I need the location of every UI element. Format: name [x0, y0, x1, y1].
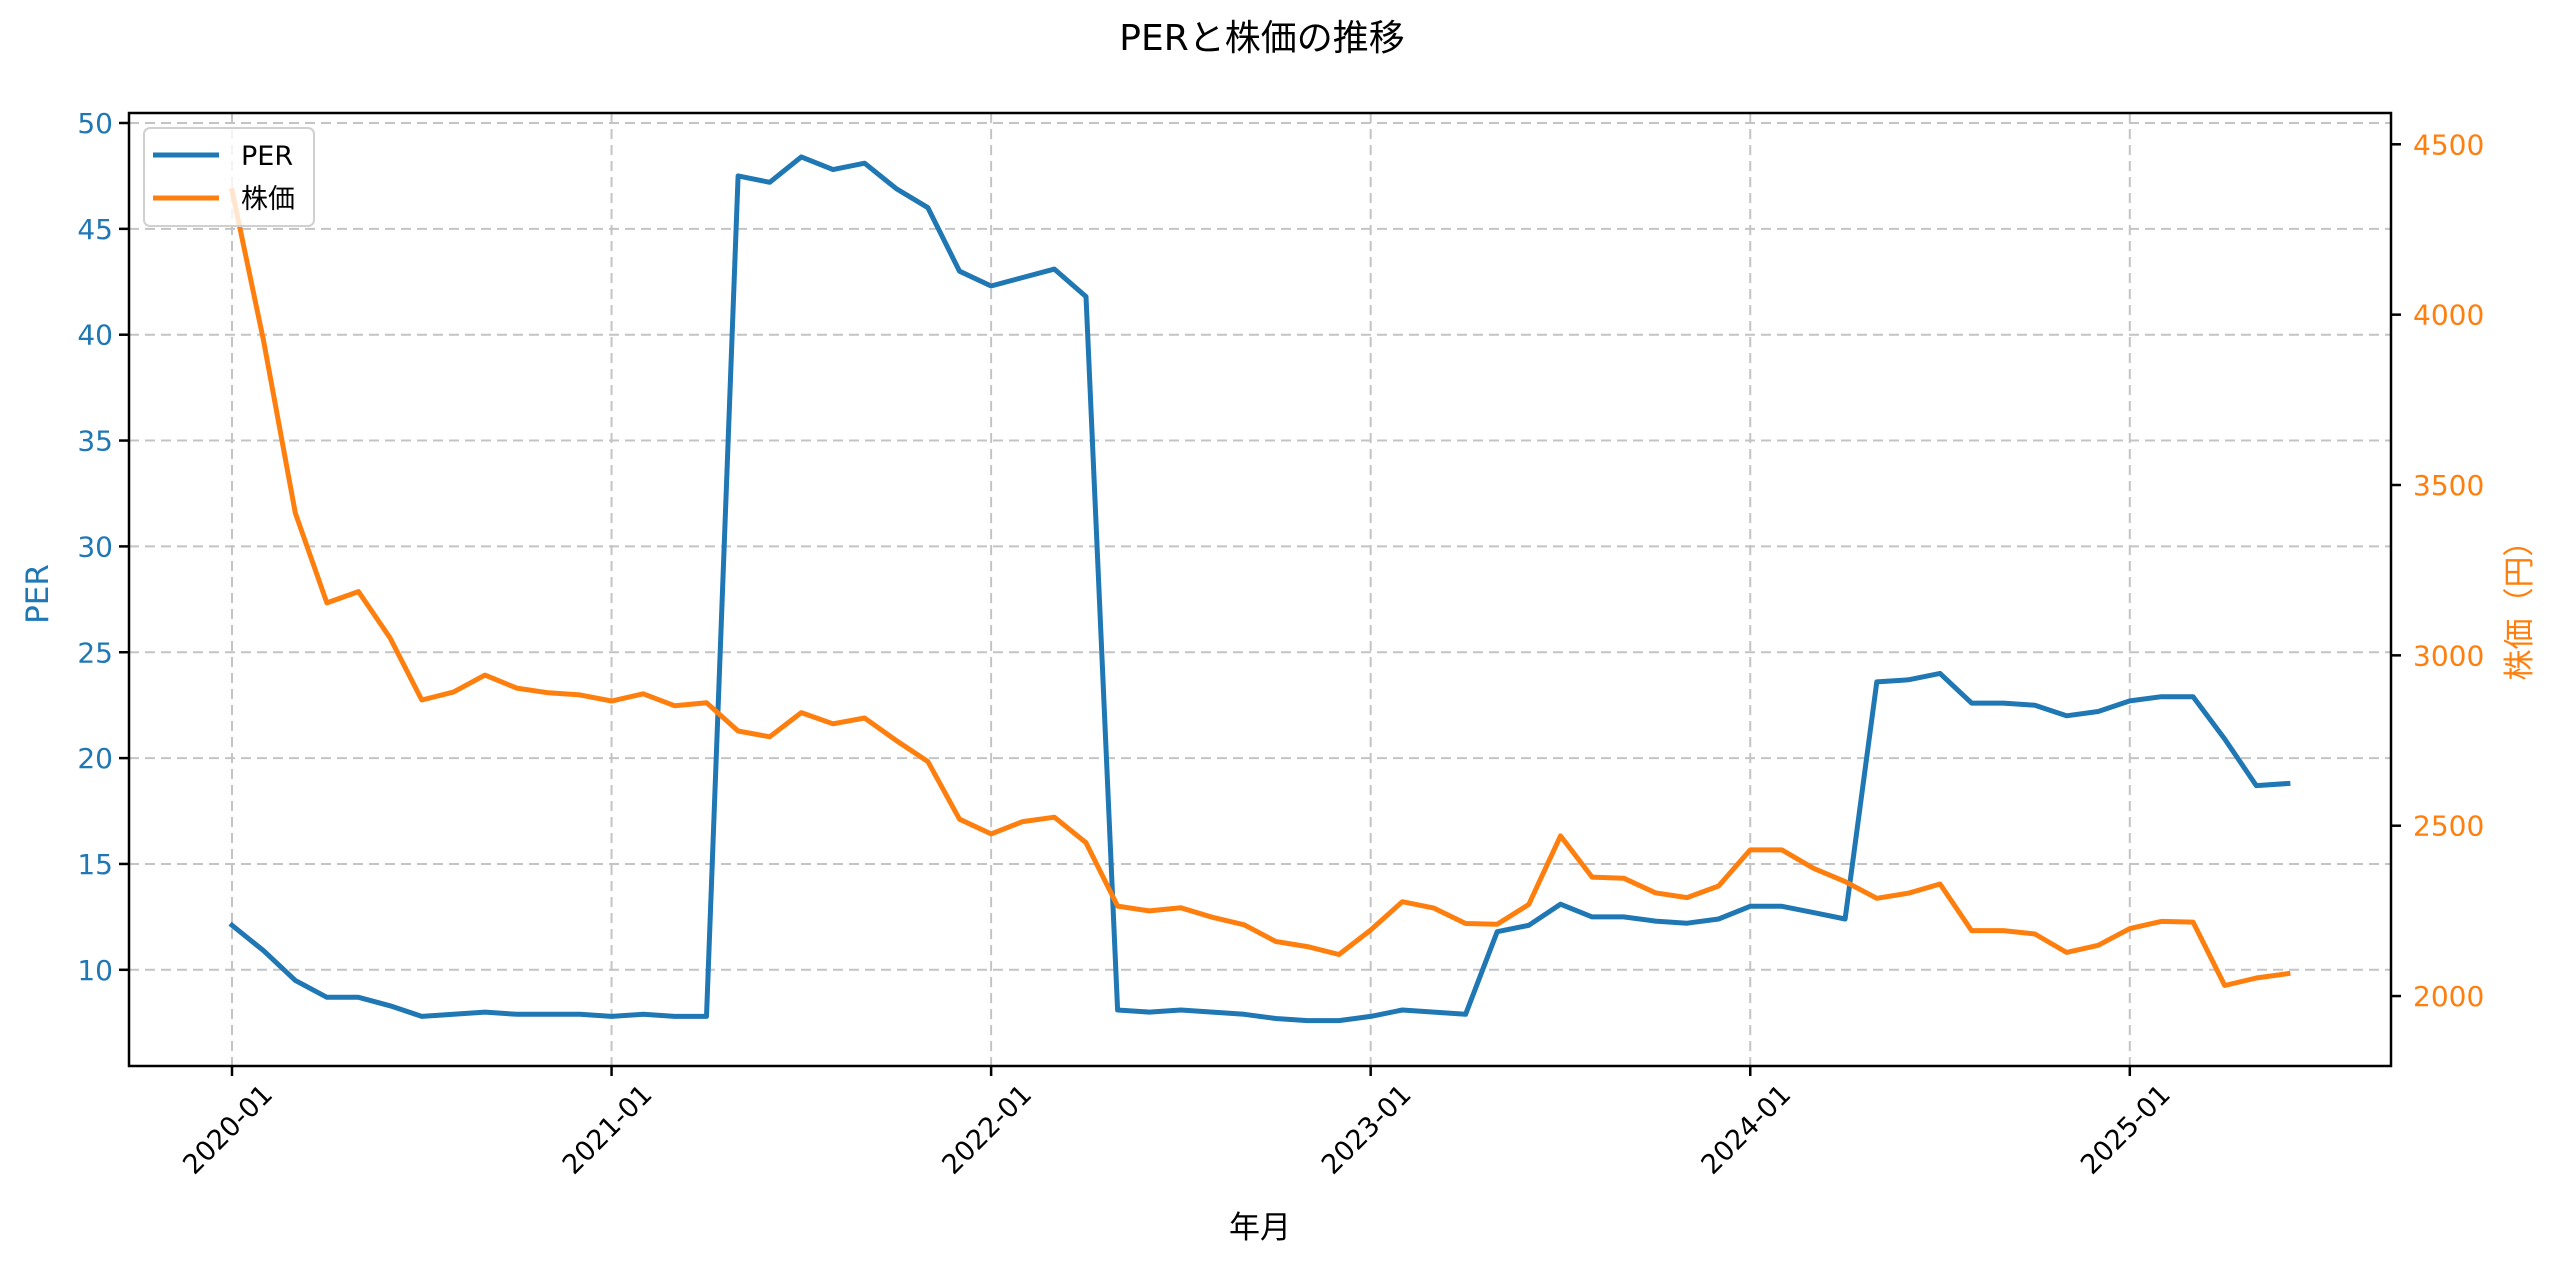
price-line	[229, 187, 2291, 988]
left-tick-label: 30	[77, 530, 113, 563]
left-tick-label: 45	[77, 213, 113, 246]
legend-label-per: PER	[241, 141, 293, 172]
plot-area	[228, 154, 2291, 1024]
left-tick-label: 50	[77, 107, 113, 140]
left-tick-label: 10	[77, 954, 113, 987]
left-y-axis: 10 15 20 25 30 35 40 45 50	[77, 107, 129, 987]
left-tick-label: 35	[77, 425, 113, 458]
axes-frame	[127, 111, 2393, 1068]
left-y-axis-label: PER	[20, 564, 56, 624]
gridlines	[129, 113, 2391, 1066]
left-tick-label: 20	[77, 742, 113, 775]
left-tick-label: 15	[77, 848, 113, 881]
left-tick-label: 25	[77, 636, 113, 669]
per-line	[228, 154, 2291, 1024]
legend-label-price: 株価	[241, 184, 295, 215]
left-tick-label: 40	[77, 319, 113, 352]
x-axis-label: 年月	[1229, 1210, 1291, 1246]
right-tick-label: 2000	[2413, 980, 2484, 1013]
right-tick-label: 4500	[2413, 128, 2484, 161]
right-tick-label: 2500	[2413, 810, 2484, 843]
right-tick-label: 3500	[2413, 469, 2484, 502]
right-y-axis-label: 株価（円）	[2502, 526, 2538, 681]
right-tick-label: 4000	[2413, 299, 2484, 332]
legend: PER 株価	[143, 127, 315, 227]
right-y-axis: 2000 2500 3000 3500 4000 4500	[2391, 128, 2484, 1013]
chart-title: PERと株価の推移	[1119, 18, 1404, 59]
right-tick-label: 3000	[2413, 639, 2484, 672]
